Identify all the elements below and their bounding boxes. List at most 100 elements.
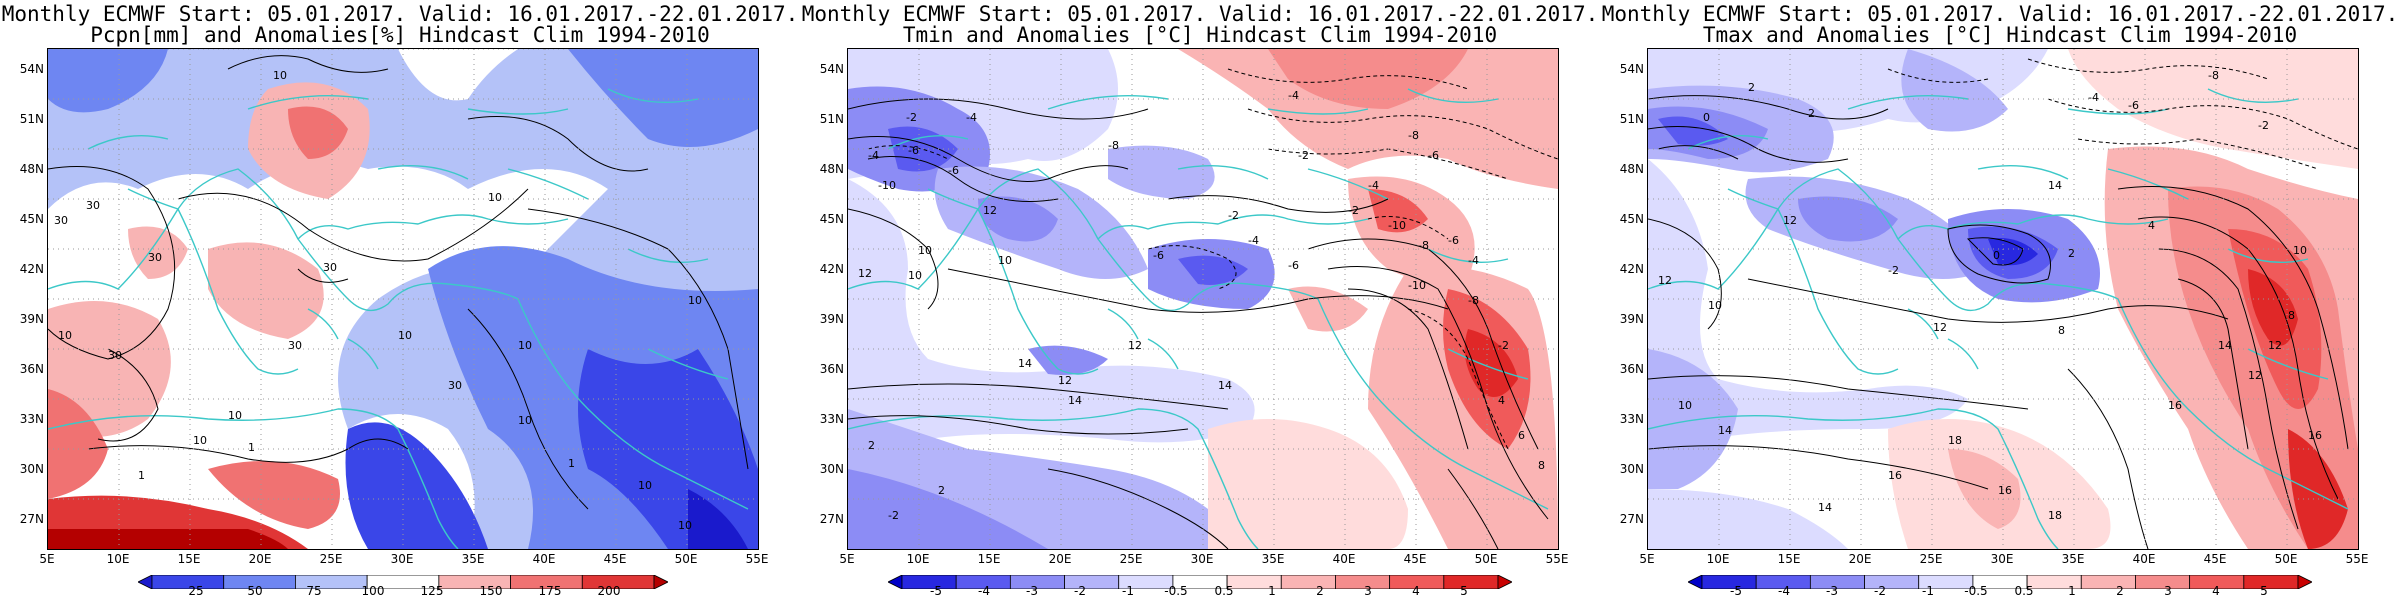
lat-label: 51N: [19, 112, 44, 126]
svg-text:-2: -2: [2258, 119, 2269, 132]
lon-label: 25E: [1919, 552, 1943, 566]
svg-text:-2: -2: [906, 111, 917, 124]
lat-label: 30N: [19, 462, 44, 476]
svg-text:12: 12: [2268, 339, 2282, 352]
colorbar-high-cap: [1497, 575, 1512, 589]
svg-text:4: 4: [2148, 219, 2155, 232]
lon-label: 20E: [248, 552, 272, 566]
svg-text:10: 10: [638, 479, 652, 492]
svg-text:10: 10: [998, 254, 1012, 267]
lon-label: 15E: [177, 552, 201, 566]
lat-label: 33N: [19, 412, 44, 426]
lon-label: 35E: [2061, 552, 2085, 566]
lon-label: 10E: [106, 552, 130, 566]
panel-tmax: Monthly ECMWF Start: 05.01.2017. Valid: …: [1600, 0, 2400, 600]
svg-text:30: 30: [288, 339, 302, 352]
lat-label: 27N: [19, 512, 44, 526]
lat-label: 36N: [1619, 362, 1644, 376]
lat-label: 51N: [819, 112, 844, 126]
lon-label: 10E: [906, 552, 930, 566]
lon-label: 15E: [977, 552, 1001, 566]
svg-text:14: 14: [1218, 379, 1232, 392]
panel-tmin: Monthly ECMWF Start: 05.01.2017. Valid: …: [800, 0, 1600, 600]
colorbar-label: 25: [188, 584, 204, 598]
svg-text:10: 10: [918, 244, 932, 257]
colorbar-label: -0.5: [1964, 584, 1988, 598]
lat-label: 36N: [819, 362, 844, 376]
lat-label: 45N: [1619, 212, 1644, 226]
svg-text:1: 1: [568, 457, 575, 470]
colorbar-label: -5: [930, 584, 942, 598]
svg-text:2: 2: [2068, 247, 2075, 260]
svg-text:-4: -4: [1368, 179, 1379, 192]
lon-label: 30E: [1190, 552, 1214, 566]
svg-text:10: 10: [228, 409, 242, 422]
svg-text:-2: -2: [1498, 339, 1509, 352]
colorbar-label: -5: [1730, 584, 1742, 598]
svg-text:-2: -2: [1228, 209, 1239, 222]
colorbar-label: 0.5: [1214, 584, 1234, 598]
lat-label: 30N: [1619, 462, 1644, 476]
svg-text:2: 2: [1808, 107, 1815, 120]
lat-label: 54N: [19, 62, 44, 76]
svg-text:8: 8: [2058, 324, 2065, 337]
contour-labels: 2 0 2 -4 -6 -8 -2 0 2 4 12 12 10 12 8 14…: [1658, 69, 2322, 522]
precip-map: 10 30 30 10 30 30 10 10 10 30 10 30 10 3…: [47, 48, 759, 550]
svg-text:10: 10: [518, 414, 532, 427]
lon-label: 30E: [390, 552, 414, 566]
lat-label: 27N: [1619, 512, 1644, 526]
svg-text:-10: -10: [878, 179, 896, 192]
svg-text:6: 6: [1518, 429, 1525, 442]
colorbar-label: 4: [2212, 584, 2220, 598]
lat-label: 54N: [1619, 62, 1644, 76]
svg-text:2: 2: [868, 439, 875, 452]
lon-label: 40E: [1332, 552, 1356, 566]
panel-title-line1: Monthly ECMWF Start: 05.01.2017. Valid: …: [801, 2, 1599, 26]
svg-text:12: 12: [858, 267, 872, 280]
lon-label: 25E: [319, 552, 343, 566]
lon-label: 40E: [532, 552, 556, 566]
colorbar-label: -1: [1122, 584, 1134, 598]
svg-text:-4: -4: [1248, 234, 1259, 247]
svg-text:8: 8: [1538, 459, 1545, 472]
colorbar-label: -2: [1874, 584, 1886, 598]
svg-text:-8: -8: [1468, 294, 1479, 307]
tmin-colorbar: [888, 575, 1512, 589]
lat-label: 27N: [819, 512, 844, 526]
svg-text:12: 12: [1128, 339, 1142, 352]
tmax-map-svg: 2 0 2 -4 -6 -8 -2 0 2 4 12 12 10 12 8 14…: [1648, 49, 2358, 549]
colorbar-label: 3: [1364, 584, 1372, 598]
lon-label: 40E: [2132, 552, 2156, 566]
colorbar-label: -3: [1826, 584, 1838, 598]
panel-precip: Monthly ECMWF Start: 05.01.2017. Valid: …: [0, 0, 800, 600]
colorbar-label: 150: [479, 584, 503, 598]
svg-text:4: 4: [1498, 394, 1505, 407]
lon-label: 50E: [674, 552, 698, 566]
svg-text:16: 16: [1888, 469, 1902, 482]
coastlines: [48, 88, 749, 549]
svg-text:30: 30: [323, 261, 337, 274]
lon-label: 20E: [1848, 552, 1872, 566]
svg-text:-4: -4: [2088, 91, 2099, 104]
lon-label: 5E: [839, 552, 855, 566]
colorbar-label: -2: [1074, 584, 1086, 598]
svg-text:10: 10: [273, 69, 287, 82]
colorbar-label: 5: [1460, 584, 1468, 598]
dashed-contours: [1887, 58, 2358, 170]
svg-text:-4: -4: [966, 111, 977, 124]
lon-label: 55E: [1545, 552, 1569, 566]
svg-text:10: 10: [518, 339, 532, 352]
lon-label: 10E: [1706, 552, 1730, 566]
lat-label: 48N: [1619, 162, 1644, 176]
svg-text:14: 14: [1818, 501, 1832, 514]
svg-text:14: 14: [1018, 357, 1032, 370]
svg-text:0: 0: [1993, 249, 2000, 262]
svg-text:-8: -8: [1418, 239, 1429, 252]
colorbar-low-cap: [138, 575, 153, 589]
colorbar-label: -0.5: [1164, 584, 1188, 598]
colorbar-label: 0.5: [2014, 584, 2034, 598]
svg-text:-2: -2: [1348, 204, 1359, 217]
svg-text:16: 16: [1998, 484, 2012, 497]
svg-text:14: 14: [1718, 424, 1732, 437]
colorbar-label: 2: [1316, 584, 1324, 598]
